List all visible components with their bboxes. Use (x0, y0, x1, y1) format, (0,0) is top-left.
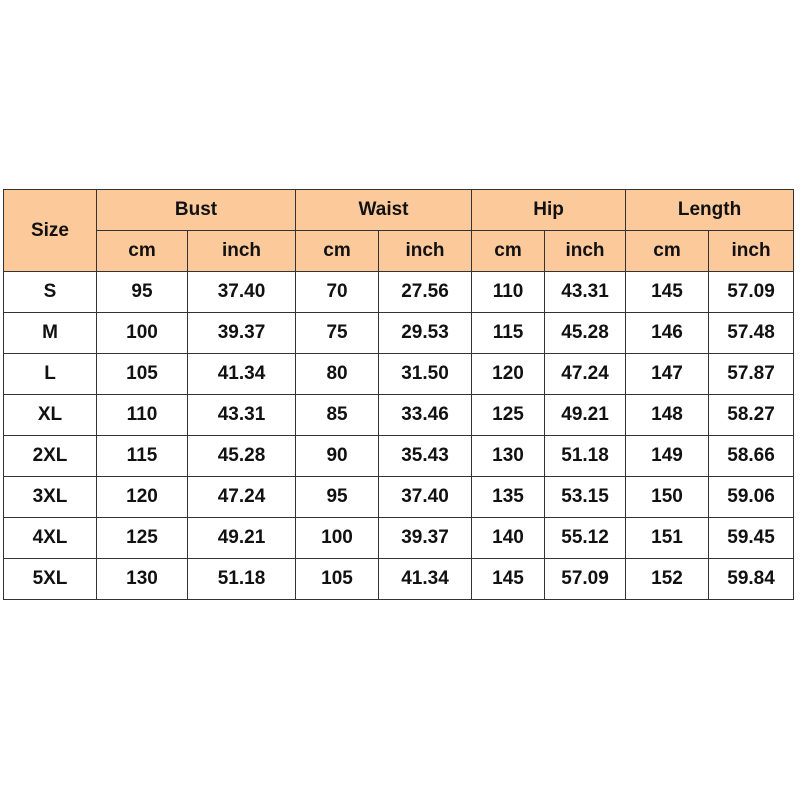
value-cell: 45.28 (186, 435, 297, 477)
size-cell: 2XL (3, 435, 97, 477)
size-table: Size Bust Waist Hip Length cm inch cm inch cm inch… (3, 189, 795, 600)
size-cell: 5XL (3, 558, 97, 600)
unit-header: cm (96, 230, 188, 272)
value-cell: 110 (96, 394, 188, 436)
value-cell: 152 (625, 558, 710, 600)
size-cell: S (3, 271, 97, 313)
value-cell: 130 (96, 558, 188, 600)
value-cell: 75 (295, 312, 380, 354)
value-cell: 51.18 (186, 558, 297, 600)
value-cell: 57.48 (708, 312, 795, 354)
value-cell: 41.34 (186, 353, 297, 395)
value-cell: 149 (625, 435, 710, 477)
value-cell: 105 (295, 558, 380, 600)
value-cell: 58.27 (708, 394, 795, 436)
group-header: Waist (295, 189, 473, 231)
value-cell: 51.18 (544, 435, 627, 477)
value-cell: 57.87 (708, 353, 795, 395)
value-cell: 43.31 (186, 394, 297, 436)
value-cell: 43.31 (544, 271, 627, 313)
value-cell: 145 (471, 558, 546, 600)
value-cell: 125 (471, 394, 546, 436)
group-header: Length (625, 189, 795, 231)
value-cell: 100 (295, 517, 380, 559)
value-cell: 41.34 (378, 558, 473, 600)
unit-header: inch (708, 230, 795, 272)
size-cell: 4XL (3, 517, 97, 559)
value-cell: 120 (471, 353, 546, 395)
value-cell: 115 (96, 435, 188, 477)
size-cell: L (3, 353, 97, 395)
value-cell: 70 (295, 271, 380, 313)
data-row: 3XL 120 47.24 95 37.40 135 53.15 150 59.06 (3, 476, 795, 518)
value-cell: 95 (295, 476, 380, 518)
value-cell: 146 (625, 312, 710, 354)
value-cell: 49.21 (186, 517, 297, 559)
value-cell: 135 (471, 476, 546, 518)
value-cell: 29.53 (378, 312, 473, 354)
value-cell: 35.43 (378, 435, 473, 477)
header-row: Size Bust Waist Hip Length (3, 189, 795, 272)
value-cell: 49.21 (544, 394, 627, 436)
value-cell: 105 (96, 353, 188, 395)
value-cell: 39.37 (186, 312, 297, 354)
value-cell: 110 (471, 271, 546, 313)
value-cell: 151 (625, 517, 710, 559)
value-cell: 85 (295, 394, 380, 436)
value-cell: 147 (625, 353, 710, 395)
unit-row: cm inch cm inch cm inch cm inch (4, 230, 795, 272)
unit-header: cm (471, 230, 546, 272)
data-row: L 105 41.34 80 31.50 120 47.24 147 57.87 (3, 353, 795, 395)
value-cell: 125 (96, 517, 188, 559)
value-cell: 130 (471, 435, 546, 477)
value-cell: 57.09 (708, 271, 795, 313)
value-cell: 39.37 (378, 517, 473, 559)
value-cell: 47.24 (544, 353, 627, 395)
value-cell: 140 (471, 517, 546, 559)
data-row: 5XL 130 51.18 105 41.34 145 57.09 152 59.84 (3, 558, 795, 600)
value-cell: 59.45 (708, 517, 795, 559)
value-cell: 27.56 (378, 271, 473, 313)
data-row: M 100 39.37 75 29.53 115 45.28 146 57.48 (3, 312, 795, 354)
value-cell: 55.12 (544, 517, 627, 559)
unit-header: cm (625, 230, 710, 272)
data-row: 2XL 115 45.28 90 35.43 130 51.18 149 58.66 (3, 435, 795, 477)
size-cell: XL (3, 394, 97, 436)
value-cell: 59.84 (708, 558, 795, 600)
unit-header: inch (544, 230, 627, 272)
value-cell: 145 (625, 271, 710, 313)
group-header: Bust (95, 189, 297, 231)
unit-header: cm (295, 230, 380, 272)
value-cell: 37.40 (378, 476, 473, 518)
value-cell: 95 (96, 271, 188, 313)
table-body: S 95 37.40 70 27.56 110 43.31 145 57.09 M 100 39.37… (3, 271, 795, 600)
value-cell: 115 (471, 312, 546, 354)
value-cell: 53.15 (544, 476, 627, 518)
data-row: XL 110 43.31 85 33.46 125 49.21 148 58.27 (3, 394, 795, 436)
value-cell: 58.66 (708, 435, 795, 477)
value-cell: 90 (295, 435, 380, 477)
unit-header: inch (378, 230, 473, 272)
size-header: Size (3, 189, 97, 272)
table-header: Size Bust Waist Hip Length cm inch cm inch cm inch… (3, 189, 795, 272)
value-cell: 45.28 (544, 312, 627, 354)
value-cell: 100 (96, 312, 188, 354)
value-cell: 80 (295, 353, 380, 395)
unit-header: inch (186, 230, 297, 272)
value-cell: 37.40 (186, 271, 297, 313)
value-cell: 120 (96, 476, 188, 518)
size-cell: M (3, 312, 97, 354)
value-cell: 150 (625, 476, 710, 518)
value-cell: 47.24 (186, 476, 297, 518)
data-row: S 95 37.40 70 27.56 110 43.31 145 57.09 (3, 271, 795, 313)
group-header: Hip (471, 189, 627, 231)
data-row: 4XL 125 49.21 100 39.37 140 55.12 151 59.45 (3, 517, 795, 559)
value-cell: 33.46 (378, 394, 473, 436)
value-cell: 31.50 (378, 353, 473, 395)
value-cell: 57.09 (544, 558, 627, 600)
value-cell: 59.06 (708, 476, 795, 518)
value-cell: 148 (625, 394, 710, 436)
size-cell: 3XL (3, 476, 97, 518)
